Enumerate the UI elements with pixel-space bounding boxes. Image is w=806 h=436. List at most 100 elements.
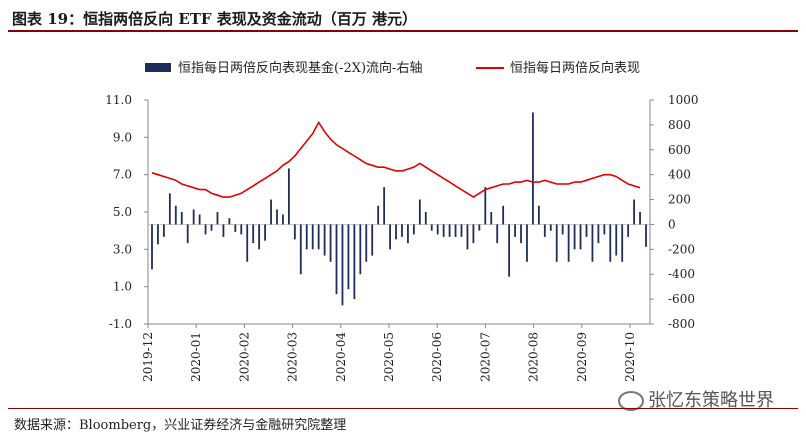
flow-bar <box>371 224 374 256</box>
flow-bar <box>377 205 380 225</box>
flow-bar <box>157 224 159 245</box>
flow-bar <box>359 224 362 275</box>
flow-bar <box>270 199 272 225</box>
flow-bar <box>478 224 481 231</box>
flow-bar <box>490 212 493 225</box>
flow-bar <box>537 205 540 225</box>
flow-bar <box>454 224 457 237</box>
flow-bar <box>484 187 487 225</box>
flow-bar <box>520 224 522 244</box>
flow-bar <box>347 224 350 290</box>
x-tick-label: 2019-12 <box>141 332 155 382</box>
x-tick-label: 2020-02 <box>237 332 251 382</box>
flow-bar <box>276 209 278 225</box>
flow-bar <box>627 224 630 237</box>
right-tick-label: 200 <box>668 193 691 207</box>
flow-bar <box>514 224 516 237</box>
flow-bar <box>305 224 308 250</box>
flow-bar <box>502 205 505 225</box>
flow-bar <box>210 224 213 231</box>
flow-bar <box>383 187 386 225</box>
x-tick-label: 2020-06 <box>430 332 444 382</box>
flow-bar <box>549 224 552 231</box>
flow-bar <box>597 224 600 244</box>
watermark: 张忆东策略世界 <box>618 386 774 412</box>
flow-bar <box>615 224 618 256</box>
flow-bar <box>192 209 195 225</box>
right-tick-label: 800 <box>668 118 691 132</box>
x-tick-label: 2020-07 <box>478 332 492 382</box>
legend-line-label: 恒指每日两倍反向表现 <box>510 60 640 76</box>
flow-bar <box>591 224 594 262</box>
source-note: 数据来源：Bloomberg，兴业证券经济与金融研究院整理 <box>8 408 798 433</box>
flow-bar <box>365 224 368 262</box>
flow-bar <box>323 224 326 256</box>
flow-bar <box>317 224 320 250</box>
flow-bar <box>508 224 511 277</box>
flow-bar <box>555 224 558 262</box>
right-tick-label: -600 <box>668 292 695 306</box>
flow-bar <box>335 224 338 295</box>
flow-bar <box>573 224 576 250</box>
flow-bar <box>579 224 582 250</box>
flow-bar <box>543 224 546 237</box>
flow-bar <box>180 212 183 225</box>
x-tick-label: 2020-10 <box>623 332 637 382</box>
flow-bar <box>430 224 433 231</box>
flow-bar <box>442 224 445 237</box>
flow-bar <box>466 224 469 250</box>
chart-title: 图表 19：恒指两倍反向 ETF 表现及资金流动（百万 港元） <box>8 4 798 32</box>
flow-bar <box>228 218 231 225</box>
flow-bar <box>621 224 624 262</box>
flow-bar <box>246 224 249 262</box>
wechat-icon <box>618 391 644 411</box>
flow-bar <box>472 224 475 244</box>
flow-bar <box>532 112 534 225</box>
left-tick-label: 3.0 <box>113 242 132 256</box>
flow-bar <box>645 224 647 247</box>
flow-bar <box>252 224 255 244</box>
right-tick-label: 600 <box>668 143 691 157</box>
flow-bar <box>448 224 451 237</box>
x-tick-label: 2020-05 <box>382 332 396 382</box>
flow-bar <box>216 212 219 225</box>
flow-bar <box>496 224 499 244</box>
flow-bar <box>633 199 635 225</box>
flow-bar <box>186 224 189 244</box>
flow-bar <box>234 224 237 232</box>
flow-bar <box>204 224 207 235</box>
x-tick-label: 2020-04 <box>334 332 348 382</box>
flow-bar <box>282 214 284 225</box>
right-tick-label: 1000 <box>668 93 699 107</box>
flow-bar <box>424 212 427 225</box>
left-tick-label: 1.0 <box>113 280 132 294</box>
flow-bar <box>407 224 409 244</box>
flow-bar <box>222 224 225 237</box>
flow-bar <box>353 224 356 300</box>
x-tick-label: 2020-08 <box>527 332 541 382</box>
right-tick-label: -400 <box>668 267 695 281</box>
flow-bar <box>198 214 201 225</box>
x-tick-label: 2020-01 <box>189 332 203 382</box>
flow-bar <box>436 224 439 235</box>
etf-line <box>151 120 641 199</box>
flow-bar <box>293 224 296 240</box>
flow-bar <box>395 224 397 240</box>
flow-bar <box>561 224 564 235</box>
flow-bar <box>168 193 171 225</box>
right-tick-label: -800 <box>668 317 695 331</box>
flow-bar <box>240 224 243 235</box>
x-tick-label: 2020-03 <box>286 332 300 382</box>
flow-bar <box>329 224 332 262</box>
flow-bar <box>567 224 570 262</box>
right-tick-label: 0 <box>668 217 676 231</box>
left-tick-label: -1.0 <box>109 317 132 331</box>
flow-bar <box>639 212 641 225</box>
flow-bar <box>526 224 528 262</box>
flow-bar <box>460 224 463 237</box>
flow-bar <box>609 224 612 262</box>
right-tick-label: -200 <box>668 242 695 256</box>
flow-bar <box>341 224 344 306</box>
flow-bar <box>287 168 290 225</box>
